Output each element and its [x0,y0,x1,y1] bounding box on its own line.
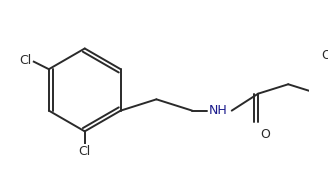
Text: Cl: Cl [79,145,91,158]
Text: O: O [260,128,270,141]
Text: O: O [321,49,328,62]
Text: Cl: Cl [20,54,32,67]
Text: NH: NH [209,104,228,117]
